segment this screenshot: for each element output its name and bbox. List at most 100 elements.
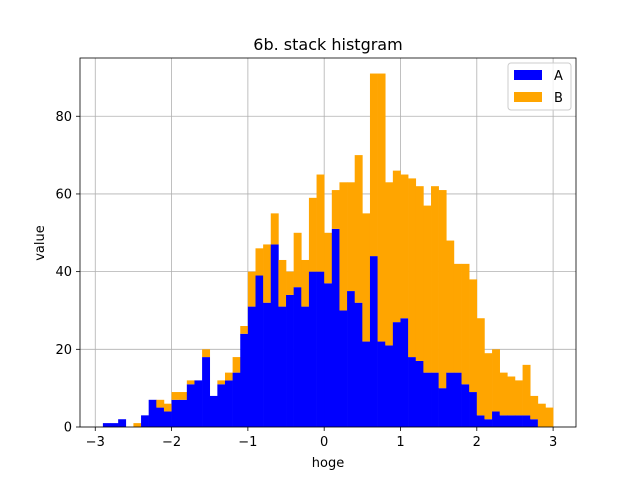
- bar-B-18: [232, 357, 241, 373]
- bar-A-32: [339, 310, 348, 427]
- bar-A-19: [240, 333, 249, 427]
- bar-A-16: [217, 384, 226, 427]
- bar-B-47: [453, 263, 462, 373]
- bar-A-50: [476, 415, 485, 427]
- bar-A-51: [484, 419, 493, 427]
- bar-B-54: [507, 376, 516, 416]
- bar-B-45: [438, 190, 447, 389]
- bar-B-56: [522, 364, 531, 416]
- bar-A-55: [514, 415, 523, 427]
- bar-A-10: [171, 399, 180, 427]
- y-axis-label: value: [33, 225, 48, 261]
- bar-A-37: [377, 341, 386, 427]
- bar-B-9: [163, 403, 172, 412]
- bar-A-1: [102, 423, 111, 427]
- bar-B-38: [385, 182, 394, 346]
- bar-B-58: [537, 403, 546, 427]
- bar-A-28: [308, 271, 317, 427]
- bar-B-27: [301, 259, 310, 307]
- bar-A-2: [110, 423, 119, 427]
- bar-A-54: [507, 415, 516, 427]
- y-tick-label: 60: [55, 187, 72, 202]
- legend-label-A: A: [554, 69, 563, 84]
- bar-B-8: [156, 399, 165, 408]
- bar-A-20: [247, 306, 256, 427]
- bar-A-18: [232, 372, 241, 427]
- plot-frame: [79, 57, 577, 428]
- legend-label-B: B: [554, 91, 563, 106]
- bar-A-38: [385, 345, 394, 427]
- bar-B-12: [186, 380, 195, 385]
- bar-B-29: [316, 174, 325, 272]
- x-tick-label: 3: [549, 435, 557, 450]
- bar-A-8: [156, 407, 165, 427]
- bar-B-53: [499, 372, 508, 416]
- bar-B-57: [530, 395, 539, 420]
- legend: AB: [507, 62, 572, 111]
- x-tick-label: −3: [86, 435, 105, 450]
- bar-B-40: [400, 174, 409, 319]
- bar-B-49: [469, 279, 478, 393]
- bar-B-44: [431, 186, 439, 373]
- bar-B-20: [247, 271, 256, 307]
- bar-B-31: [331, 190, 340, 229]
- bar-A-45: [438, 388, 447, 427]
- x-axis-label: hoge: [312, 456, 344, 471]
- bar-B-21: [255, 248, 264, 276]
- bar-B-14: [202, 349, 211, 358]
- bar-A-42: [415, 360, 424, 427]
- bar-B-52: [492, 349, 500, 412]
- y-tick-label: 20: [55, 343, 72, 358]
- bar-B-39: [392, 170, 401, 323]
- bar-B-43: [423, 205, 432, 373]
- bar-B-24: [278, 259, 287, 307]
- bar-A-35: [362, 341, 371, 427]
- bar-A-29: [316, 271, 325, 427]
- bar-A-25: [286, 294, 294, 427]
- x-tick-label: 1: [396, 435, 404, 450]
- legend-swatch-A: [514, 70, 542, 80]
- bar-B-48: [461, 263, 470, 385]
- bar-A-21: [255, 275, 264, 427]
- bar-B-37: [377, 73, 386, 342]
- bar-A-26: [293, 287, 302, 427]
- bar-A-57: [530, 419, 539, 427]
- bar-B-42: [415, 186, 424, 361]
- bar-A-40: [400, 318, 409, 427]
- bar-B-59: [545, 407, 554, 427]
- bar-A-49: [469, 392, 478, 427]
- bar-A-56: [522, 415, 531, 427]
- bar-A-17: [224, 380, 233, 427]
- bar-A-46: [446, 372, 455, 427]
- axes: −3 −2 −1 0 1 2 3 0 20 40 60 80: [55, 57, 577, 450]
- bar-B-17: [224, 372, 233, 381]
- chart-title: 6b. stack histgram: [253, 35, 402, 54]
- bar-A-30: [324, 283, 333, 427]
- histogram-bars: [102, 73, 554, 427]
- bar-A-33: [347, 291, 356, 427]
- x-tick-label: −1: [238, 435, 257, 450]
- bar-A-11: [179, 399, 188, 427]
- bar-A-52: [492, 411, 500, 427]
- bar-A-24: [278, 306, 287, 427]
- y-tick-label: 40: [55, 265, 72, 280]
- bar-A-34: [354, 302, 363, 427]
- bar-B-50: [476, 318, 485, 416]
- bar-B-22: [263, 244, 272, 303]
- bar-B-32: [339, 182, 348, 311]
- bar-B-55: [514, 380, 523, 416]
- bar-A-39: [392, 322, 401, 427]
- x-tick-label: 0: [320, 435, 328, 450]
- bar-A-15: [209, 395, 218, 427]
- bar-B-51: [484, 353, 493, 420]
- bar-B-19: [240, 326, 249, 334]
- bar-A-6: [141, 415, 149, 427]
- bar-A-12: [186, 384, 195, 427]
- bar-A-43: [423, 372, 432, 427]
- bar-A-3: [118, 419, 127, 427]
- bar-A-44: [431, 372, 439, 427]
- y-tick-label: 80: [55, 110, 72, 125]
- bar-B-5: [133, 423, 142, 427]
- bar-A-48: [461, 384, 470, 427]
